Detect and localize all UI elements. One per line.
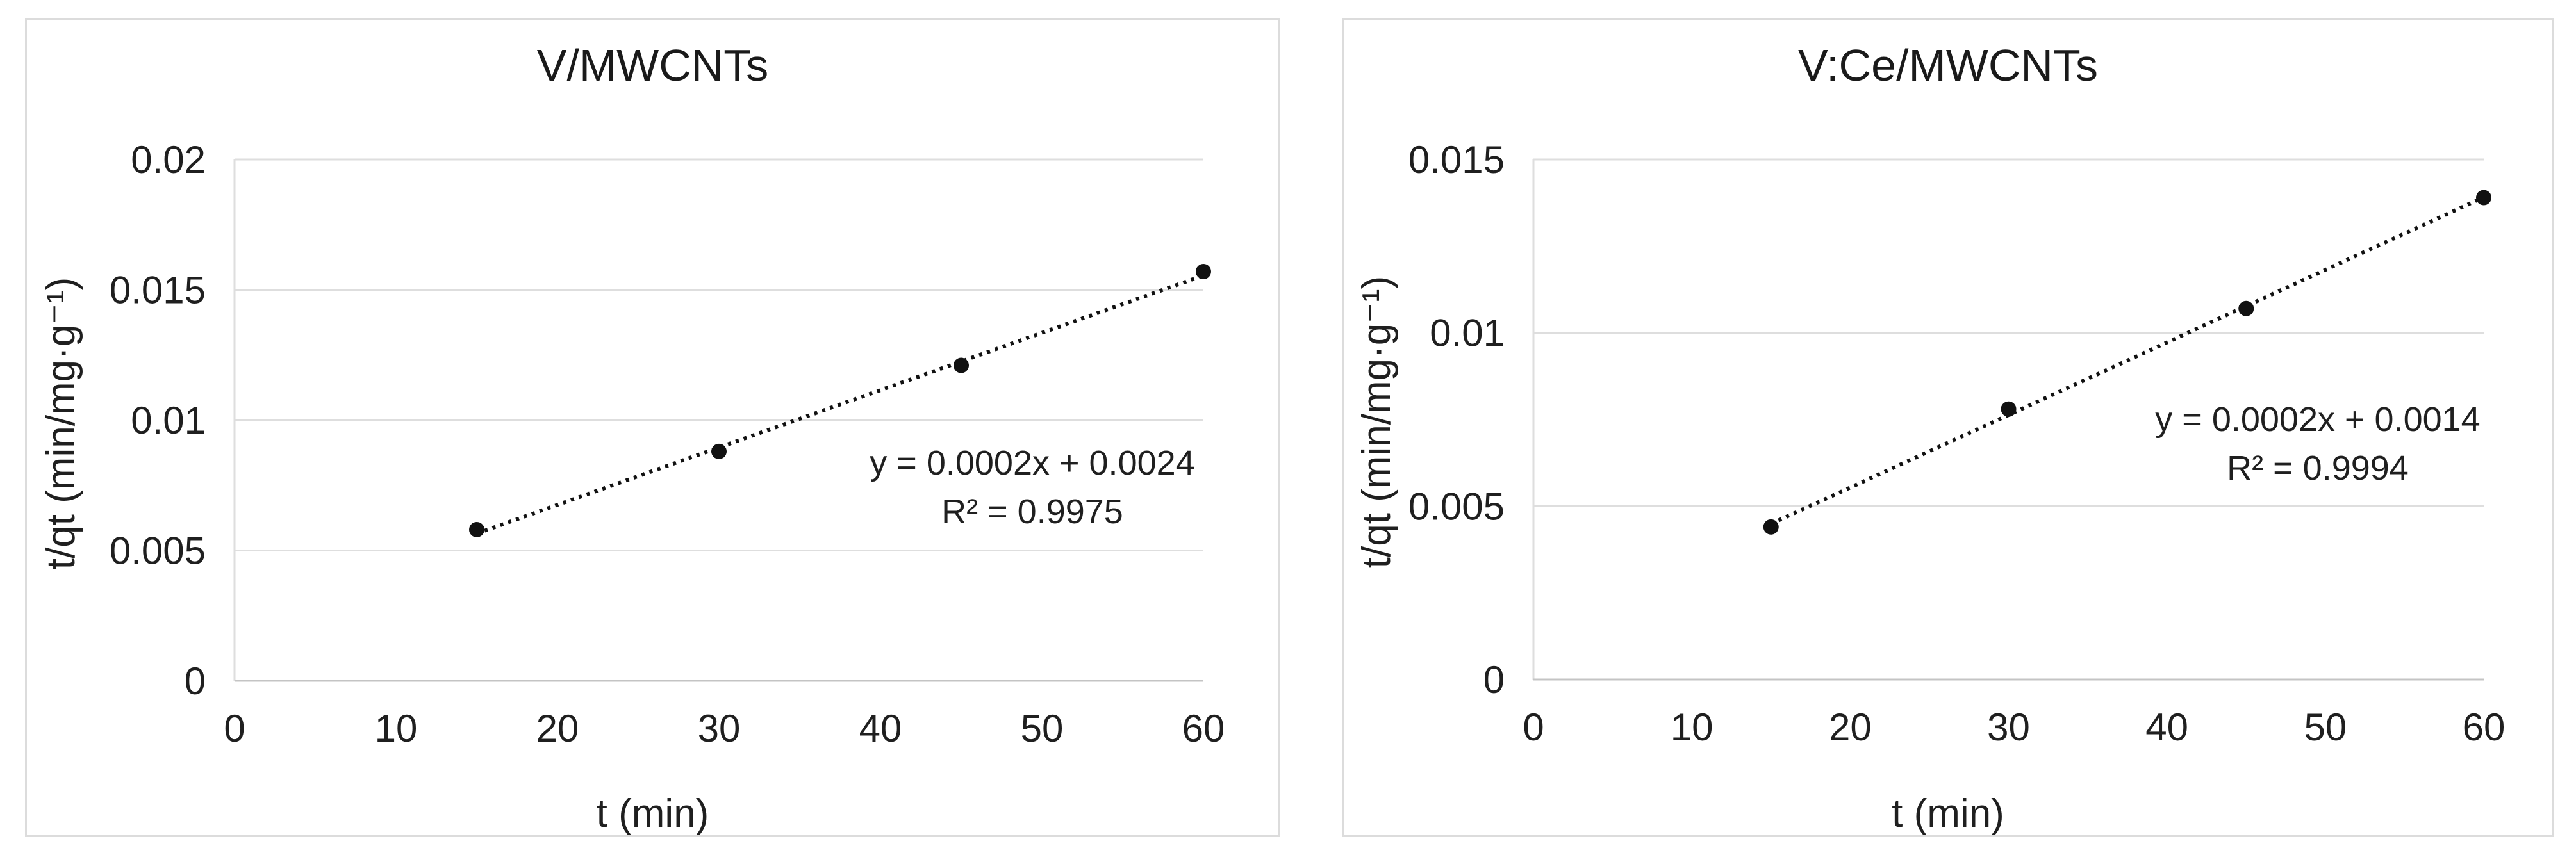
trendline-annotation: y = 0.0002x + 0.0024 R² = 0.9975 bbox=[744, 439, 1321, 536]
x-tick-label: 40 bbox=[859, 707, 902, 750]
x-tick-label: 60 bbox=[2463, 706, 2506, 749]
trendline-r-squared: R² = 0.9975 bbox=[941, 493, 1123, 531]
x-tick-label: 30 bbox=[1987, 706, 2030, 749]
y-tick-label: 0.01 bbox=[131, 399, 206, 442]
x-tick-label: 10 bbox=[1671, 706, 1713, 749]
y-axis-title: t/qt (min/mg·g⁻¹) bbox=[1355, 275, 1399, 569]
y-tick-label: 0.015 bbox=[1408, 138, 1505, 181]
x-tick-label: 50 bbox=[2304, 706, 2347, 749]
y-tick-label: 0.005 bbox=[110, 530, 206, 573]
chart-panel-v-mwcnts: V/MWCNTs 0 0.005 0.01 0.015 0.02 0 10 20 30 40 50 6… bbox=[25, 18, 1280, 837]
x-tick-label: 40 bbox=[2145, 706, 2188, 749]
scatter-plot-v-mwcnts: 0 0.005 0.01 0.015 0.02 0 10 20 30 40 50 60 bbox=[110, 138, 1225, 750]
x-tick-label: 30 bbox=[698, 707, 741, 750]
x-tick-label: 50 bbox=[1021, 707, 1064, 750]
data-point bbox=[1763, 519, 1779, 535]
data-point bbox=[2476, 190, 2491, 206]
scatter-plot-vce-mwcnts: 0 0.005 0.01 0.015 0 10 20 30 40 50 60 bbox=[1408, 138, 2506, 749]
trendline-equation: y = 0.0002x + 0.0014 bbox=[2155, 400, 2481, 439]
x-tick-label: 20 bbox=[1829, 706, 1872, 749]
y-tick-label: 0 bbox=[185, 660, 206, 703]
x-tick-label: 60 bbox=[1182, 707, 1225, 750]
x-axis-title: t (min) bbox=[1892, 792, 2004, 836]
y-tick-label: 0.01 bbox=[1430, 312, 1505, 355]
trendline-dotted bbox=[1770, 195, 2485, 526]
y-tick-label: 0 bbox=[1483, 658, 1505, 701]
data-point bbox=[2001, 401, 2017, 417]
trendline-annotation: y = 0.0002x + 0.0014 R² = 0.9994 bbox=[2029, 395, 2576, 493]
x-tick-label: 10 bbox=[375, 707, 418, 750]
y-tick-label: 0.015 bbox=[110, 269, 206, 312]
y-tick-label: 0.02 bbox=[131, 138, 206, 181]
x-tick-label: 0 bbox=[1523, 706, 1544, 749]
data-point bbox=[469, 521, 484, 537]
trendline-equation: y = 0.0002x + 0.0024 bbox=[870, 444, 1195, 482]
x-tick-label: 0 bbox=[224, 707, 245, 750]
data-point bbox=[711, 443, 727, 459]
chart-panel-vce-mwcnts: V:Ce/MWCNTs 0 0.005 0.01 0.015 0 10 20 30 40 50 60… bbox=[1342, 18, 2554, 837]
chart-title: V/MWCNTs bbox=[536, 40, 769, 90]
y-tick-label: 0.005 bbox=[1408, 485, 1505, 528]
data-point bbox=[1196, 264, 1211, 280]
x-axis-title: t (min) bbox=[596, 792, 709, 836]
chart-title: V:Ce/MWCNTs bbox=[1798, 40, 2098, 90]
trendline-dotted bbox=[475, 273, 1205, 535]
data-point bbox=[2238, 300, 2254, 316]
y-axis-title: t/qt (min/mg·g⁻¹) bbox=[39, 277, 83, 570]
data-point bbox=[954, 357, 969, 373]
trendline-r-squared: R² = 0.9994 bbox=[2227, 449, 2409, 487]
x-tick-label: 20 bbox=[536, 707, 579, 750]
